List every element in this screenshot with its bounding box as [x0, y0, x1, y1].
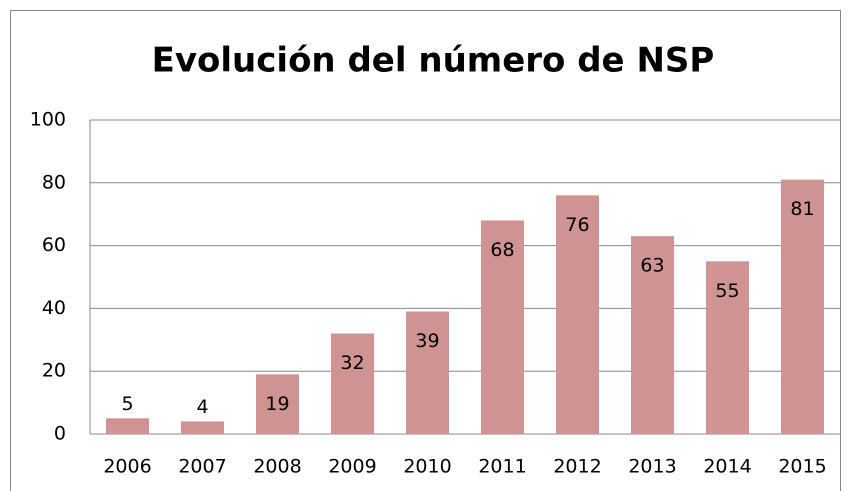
data-label: 32	[340, 352, 364, 374]
data-label: 55	[715, 280, 739, 302]
bar	[181, 421, 224, 434]
y-tick-label: 40	[42, 297, 66, 319]
x-tick-label: 2007	[178, 456, 226, 478]
x-tick-label: 2009	[328, 456, 376, 478]
data-label: 5	[121, 393, 133, 415]
data-label: 81	[790, 198, 814, 220]
chart-title: Evolución del número de NSP	[152, 41, 715, 81]
data-label: 4	[196, 396, 208, 418]
x-tick-label: 2006	[103, 456, 151, 478]
data-label: 68	[490, 239, 514, 261]
data-label: 76	[565, 214, 589, 236]
bar	[481, 220, 524, 434]
bar	[331, 333, 374, 434]
bar	[106, 418, 149, 434]
bar	[631, 236, 674, 434]
x-tick-label: 2015	[778, 456, 826, 478]
y-tick-label: 0	[54, 423, 66, 445]
data-label: 63	[640, 255, 664, 277]
bar	[256, 374, 299, 434]
y-tick-label: 100	[30, 109, 66, 131]
x-tick-label: 2011	[478, 456, 526, 478]
bar	[406, 311, 449, 434]
bar	[556, 195, 599, 434]
bar	[781, 179, 824, 434]
x-tick-label: 2010	[403, 456, 451, 478]
y-tick-label: 80	[42, 171, 66, 193]
x-tick-label: 2014	[703, 456, 751, 478]
x-tick-label: 2012	[553, 456, 601, 478]
y-tick-label: 60	[42, 234, 66, 256]
data-label: 19	[265, 393, 289, 415]
x-tick-label: 2008	[253, 456, 301, 478]
data-label: 39	[415, 330, 439, 352]
x-tick-label: 2013	[628, 456, 676, 478]
y-tick-label: 20	[42, 360, 66, 382]
bar	[706, 261, 749, 434]
